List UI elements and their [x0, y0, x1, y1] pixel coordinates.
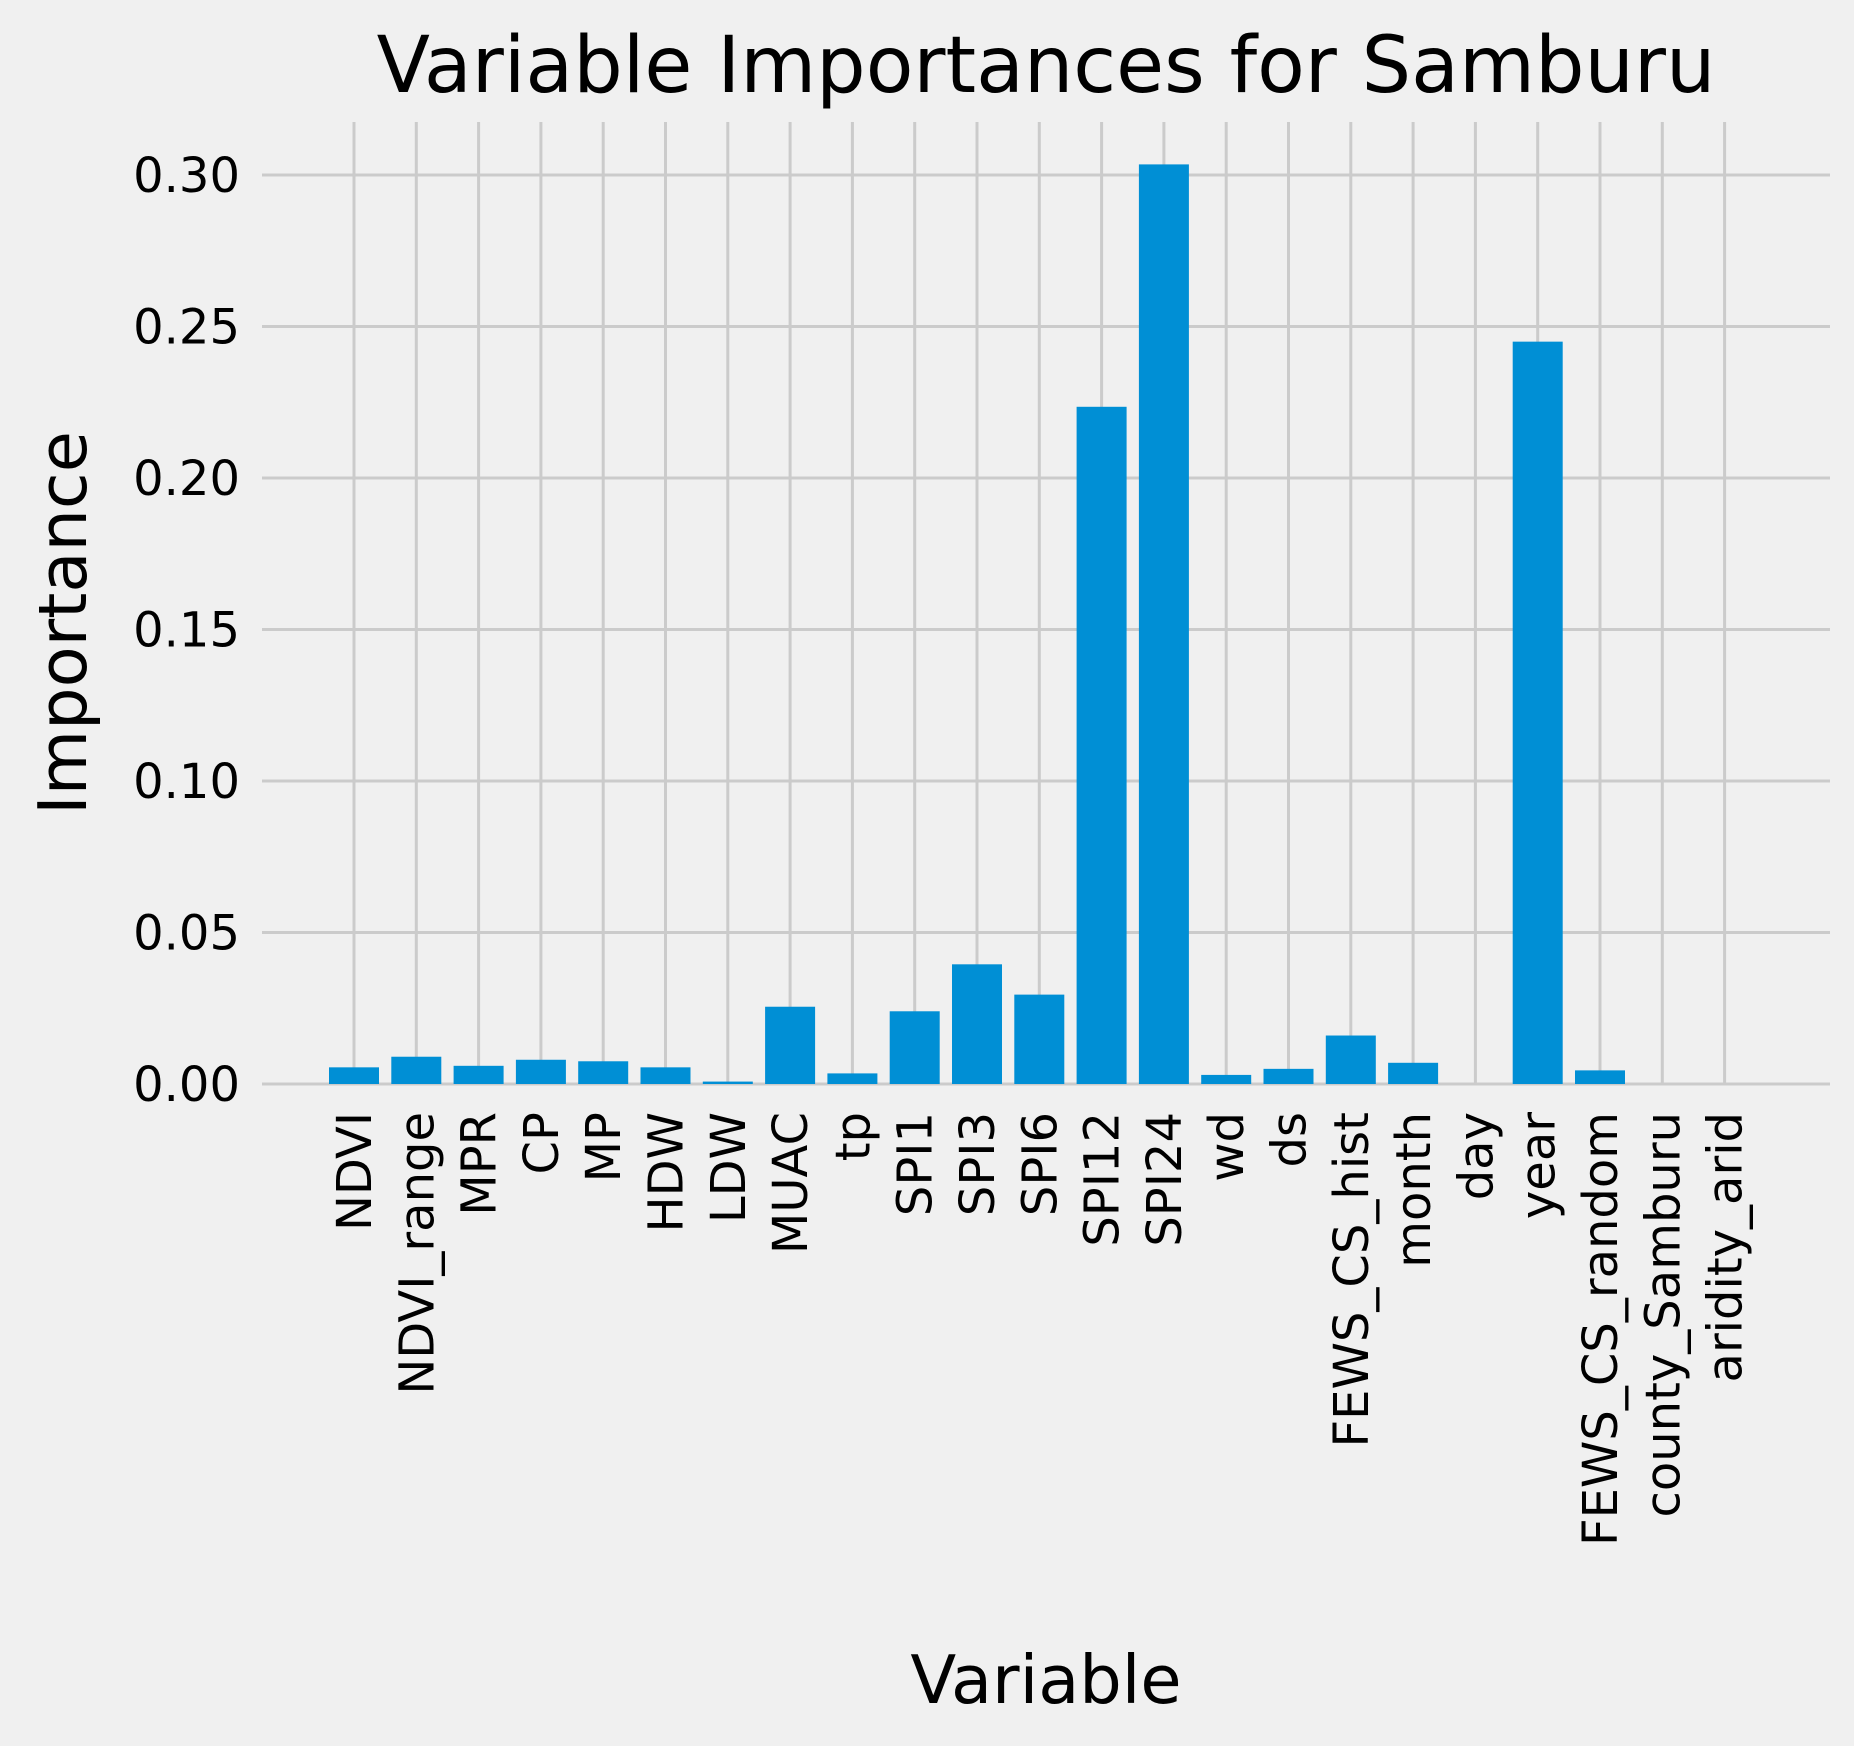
bar-mp [578, 1061, 629, 1084]
y-tick-label: 0.25 [133, 300, 240, 356]
y-tick-label: 0.20 [133, 451, 240, 507]
bar-month [1388, 1062, 1439, 1084]
x-tick-label: ds [1262, 1112, 1318, 1167]
bar-ndvi-range [391, 1056, 442, 1084]
x-tick-label: tp [825, 1112, 881, 1161]
x-tick-label: year [1511, 1112, 1567, 1219]
bar-muac [765, 1006, 816, 1084]
bar-wd [1201, 1074, 1252, 1084]
x-tick-label: MP [576, 1112, 632, 1182]
x-tick-label: FEWS_CS_hist [1324, 1112, 1380, 1447]
bar-ds [1263, 1068, 1314, 1084]
y-axis-label: Importance [24, 431, 102, 815]
chart-title: Variable Importances for Samburu [377, 21, 1716, 111]
bar-fews-cs-hist [1325, 1035, 1376, 1084]
x-tick-label: MUAC [763, 1112, 819, 1254]
x-tick-label: HDW [639, 1112, 695, 1233]
x-tick-label: MPR [452, 1112, 508, 1216]
y-tick-label: 0.10 [133, 754, 240, 810]
y-tick-labels: 0.00 0.05 0.10 0.15 0.20 0.25 0.30 [133, 148, 240, 1113]
bar-spi24 [1138, 164, 1189, 1084]
x-tick-label: NDVI_range [389, 1112, 445, 1395]
bar-cp [515, 1059, 566, 1084]
x-tick-label: SPI24 [1137, 1112, 1193, 1247]
bar-spi6 [1014, 994, 1065, 1084]
x-tick-label: NDVI [327, 1112, 383, 1231]
bars [329, 164, 1625, 1084]
bar-fews-cs-random [1575, 1070, 1625, 1084]
bar-ndvi [329, 1067, 379, 1084]
x-tick-label: SPI6 [1012, 1112, 1068, 1216]
x-tick-label: SPI3 [950, 1112, 1006, 1216]
x-tick-label: SPI1 [888, 1112, 944, 1216]
bar-mpr [453, 1065, 504, 1084]
bar-hdw [640, 1067, 691, 1084]
x-tick-label: aridity_arid [1698, 1112, 1754, 1382]
bar-tp [827, 1073, 878, 1084]
bar-ldw [702, 1081, 753, 1084]
y-tick-label: 0.05 [133, 906, 240, 962]
x-tick-label: FEWS_CS_random [1573, 1112, 1629, 1546]
x-tick-label: day [1448, 1112, 1504, 1200]
x-tick-label: month [1386, 1112, 1442, 1268]
y-tick-label: 0.30 [133, 148, 240, 204]
x-tick-label: county_Samburu [1635, 1112, 1691, 1518]
bar-spi12 [1076, 406, 1127, 1084]
x-tick-labels: NDVI NDVI_range MPR CP MP HDW LDW MUAC tp SPI1 SPI… [327, 1112, 1754, 1546]
bar-spi3 [952, 964, 1002, 1084]
x-tick-label: wd [1199, 1112, 1255, 1182]
x-tick-label: SPI12 [1075, 1112, 1131, 1247]
y-tick-label: 0.15 [133, 603, 240, 659]
x-axis-label: Variable [910, 1641, 1181, 1719]
x-tick-label: CP [514, 1112, 570, 1174]
x-tick-label: LDW [701, 1112, 757, 1223]
y-tick-label: 0.00 [133, 1057, 240, 1113]
bar-spi1 [889, 1011, 940, 1084]
bar-year [1512, 341, 1563, 1084]
